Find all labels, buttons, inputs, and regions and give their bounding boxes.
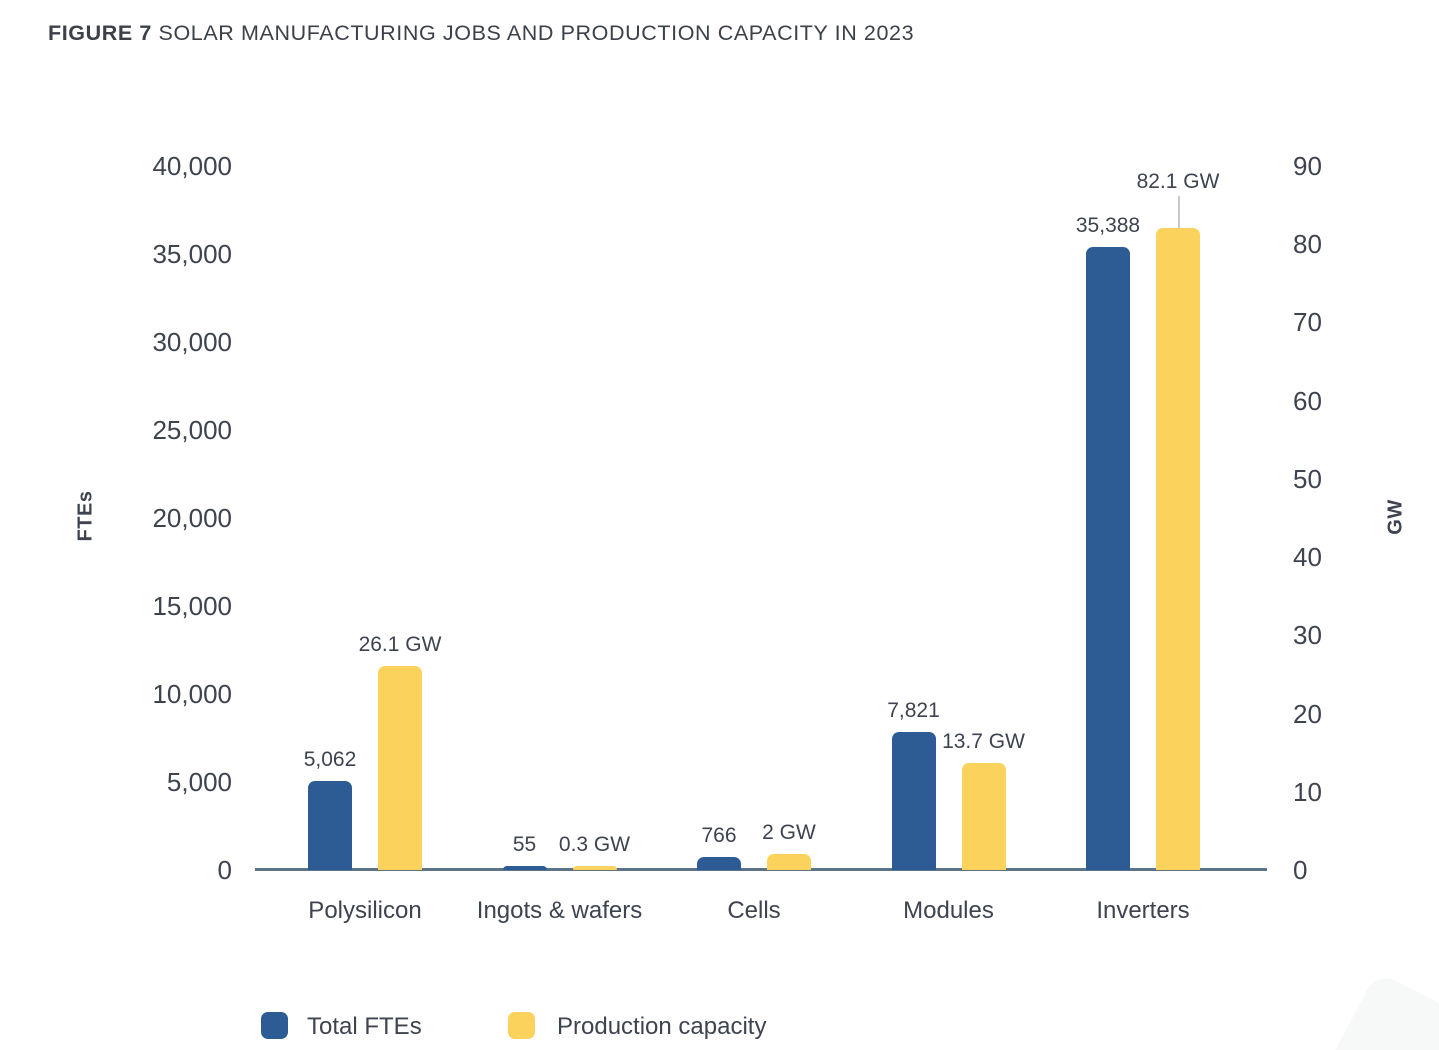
bar-value-total-ftes-modules: 7,821 (887, 699, 940, 723)
right-axis-tick-0: 0 (1293, 855, 1308, 885)
right-axis-tick-90: 90 (1293, 151, 1322, 181)
left-axis-title: FTEs (74, 490, 97, 542)
bar-value-total-ftes-ingots-wafers: 55 (512, 833, 537, 856)
bar-value-total-ftes-inverters: 35,388 (1075, 214, 1141, 238)
bar-value-total-ftes-polysilicon: 5,062 (303, 747, 357, 771)
legend-swatch-production-capacity (508, 1012, 535, 1039)
legend-label-total-ftes: Total FTEs (307, 1013, 422, 1040)
left-axis-tick-10-000: 10,000 (152, 679, 232, 709)
leader-line (1178, 195, 1180, 228)
bar-production-capacity-modules (961, 762, 1006, 870)
bar-production-capacity-polysilicon (378, 665, 422, 870)
x-axis-line (255, 868, 1267, 871)
bar-value-production-capacity-ingots-wafers: 0.3 GW (558, 833, 631, 856)
watermark-shape (1297, 970, 1439, 1050)
left-axis-tick-20-000: 20,000 (152, 503, 232, 533)
left-axis-tick-35-000: 35,000 (152, 239, 232, 269)
bar-production-capacity-ingots-wafers (572, 866, 617, 870)
bar-production-capacity-inverters (1156, 227, 1200, 870)
category-label-inverters: Inverters (1096, 897, 1190, 924)
figure-title-text: SOLAR MANUFACTURING JOBS AND PRODUCTION … (158, 21, 915, 45)
right-axis-tick-80: 80 (1293, 229, 1322, 260)
bar-value-production-capacity-inverters: 82.1 GW (1136, 169, 1220, 193)
figure-title-prefix: FIGURE 7 (48, 21, 152, 45)
category-label-cells: Cells (727, 897, 781, 924)
bar-value-production-capacity-polysilicon: 26.1 GW (358, 632, 442, 656)
bar-total-ftes-cells (697, 856, 741, 870)
right-axis-tick-40: 40 (1293, 542, 1322, 573)
bar-production-capacity-cells (767, 854, 811, 870)
bar-total-ftes-inverters (1086, 247, 1130, 870)
left-axis-tick-40-000: 40,000 (152, 151, 232, 181)
bar-value-total-ftes-cells: 766 (701, 823, 737, 847)
legend-label-production-capacity: Production capacity (557, 1013, 767, 1040)
category-label-modules: Modules (903, 897, 994, 924)
right-axis-tick-60: 60 (1293, 385, 1322, 416)
bar-value-production-capacity-cells: 2 GW (762, 821, 816, 845)
right-axis-tick-70: 70 (1293, 307, 1322, 338)
bar-total-ftes-modules (891, 732, 936, 870)
left-axis-tick-5-000: 5,000 (166, 767, 232, 797)
bar-total-ftes-polysilicon (308, 780, 352, 870)
category-label-ingots-wafers: Ingots & wafers (476, 897, 643, 924)
right-axis-title: GW (1384, 499, 1407, 535)
right-axis-tick-10: 10 (1293, 776, 1322, 807)
right-axis-tick-30: 30 (1293, 620, 1322, 651)
right-axis-tick-50: 50 (1293, 463, 1322, 494)
legend-swatch-total-ftes (261, 1012, 288, 1039)
category-label-polysilicon: Polysilicon (308, 897, 422, 924)
right-axis-tick-20: 20 (1293, 698, 1322, 729)
left-axis-tick-0: 0 (217, 855, 232, 885)
bar-value-production-capacity-modules: 13.7 GW (942, 729, 1025, 753)
figure-title: FIGURE 7 SOLAR MANUFACTURING JOBS AND PR… (48, 21, 914, 46)
bar-total-ftes-ingots-wafers (502, 866, 547, 870)
left-axis-tick-30-000: 30,000 (152, 327, 232, 357)
left-axis-tick-15-000: 15,000 (152, 591, 232, 621)
left-axis-tick-25-000: 25,000 (152, 415, 232, 445)
